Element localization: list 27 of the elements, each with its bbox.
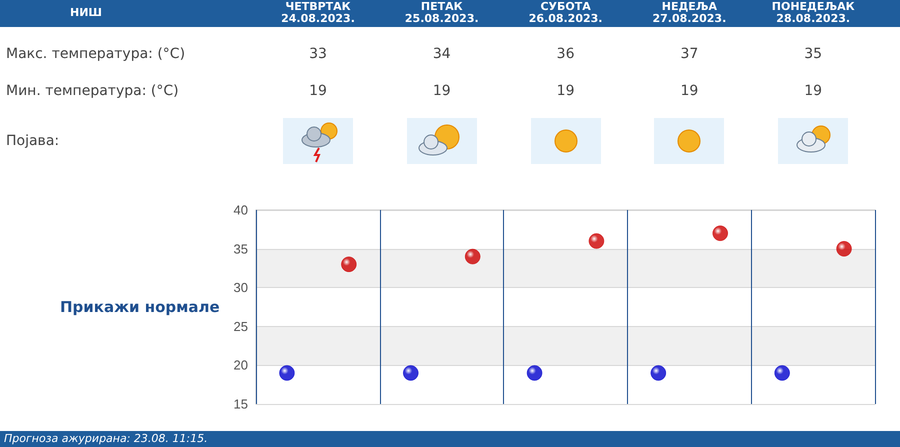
- text: Прикажи нормале: [60, 298, 220, 316]
- text: Појава:: [6, 133, 60, 149]
- data-label: 36: [556, 46, 576, 62]
- y-tick-label: 20: [234, 358, 248, 373]
- text: ПОНЕДЕЉАК 28.08.2023.: [770, 0, 856, 25]
- data-label: 19: [556, 83, 576, 99]
- text: НИШ: [70, 6, 102, 19]
- data-label: 19: [803, 83, 824, 99]
- text: Макс. температура: (°C): [6, 46, 186, 62]
- text: СУБОТА 26.08.2023.: [528, 0, 604, 25]
- y-tick-label: 30: [234, 280, 248, 296]
- data-label: 19: [308, 83, 328, 99]
- text: Прогноза ажурирана: 23.08. 11:15.: [0, 431, 900, 447]
- data-label: 33: [308, 46, 328, 62]
- y-tick-label: 40: [234, 202, 248, 218]
- text: Мин. температура: (°C): [6, 83, 179, 99]
- y-tick-label: 25: [234, 318, 248, 334]
- text: НЕДЕЉА 27.08.2023.: [652, 0, 728, 25]
- data-label: 34: [432, 46, 452, 62]
- data-label: 19: [432, 83, 452, 99]
- text: ЧЕТВРТАК 24.08.2023.: [280, 0, 356, 25]
- data-label: 35: [803, 46, 824, 62]
- y-tick-label: 35: [234, 241, 248, 256]
- data-label: 37: [679, 46, 700, 62]
- data-label: 19: [679, 83, 700, 99]
- y-tick-label: 15: [234, 396, 248, 412]
- text: ПЕТАК 25.08.2023.: [404, 0, 480, 25]
